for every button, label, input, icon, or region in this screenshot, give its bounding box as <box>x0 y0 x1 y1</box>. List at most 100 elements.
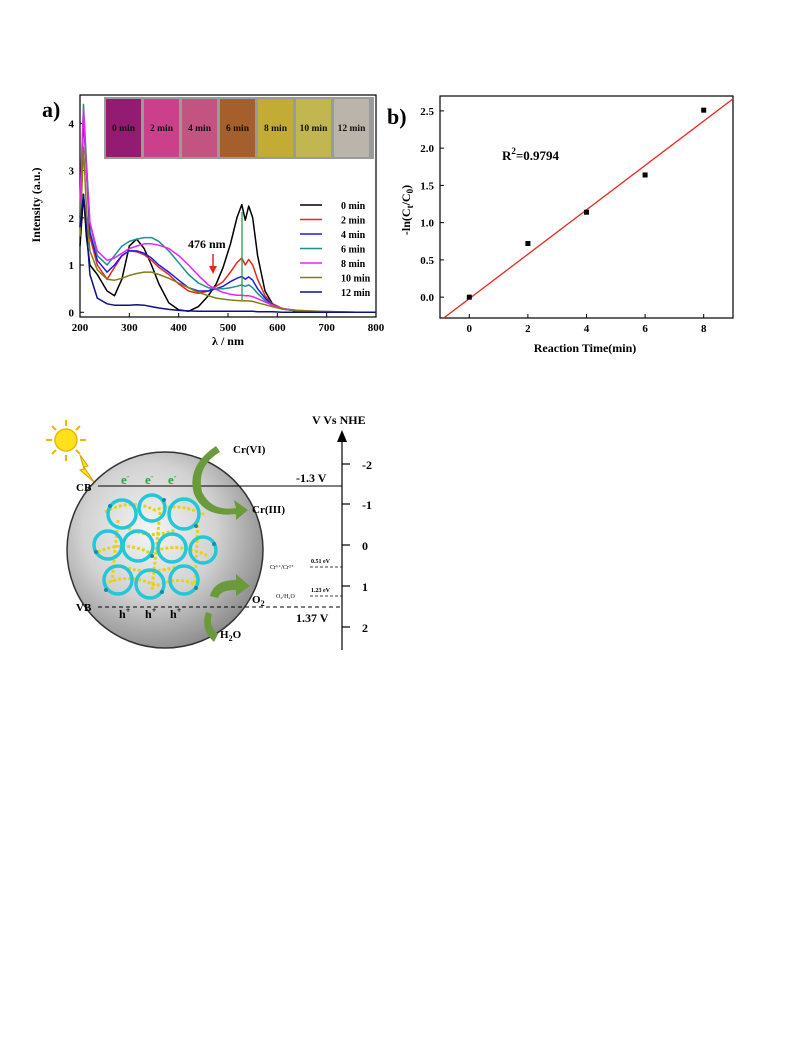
lightning-icon <box>78 454 95 483</box>
redox1-label: Cr⁶⁺/Cr³⁺ <box>270 564 294 571</box>
svg-text:e-: e- <box>145 472 154 487</box>
potential-tick-label: -1 <box>362 498 372 512</box>
fit-line <box>443 98 734 319</box>
cr3-label: Cr(III) <box>252 504 285 516</box>
cb-label: CB <box>76 482 92 494</box>
x-axis-title: λ / nm <box>212 334 244 348</box>
x-tick-label: 600 <box>269 322 286 334</box>
swatch-label: 8 min <box>264 124 288 134</box>
y-tick-label: 1.5 <box>420 180 434 192</box>
y-axis-title: -ln(Ct/C0) <box>399 185 415 235</box>
swatch-vial <box>296 99 331 157</box>
legend-label: 0 min <box>341 201 366 212</box>
swatch-label: 6 min <box>226 124 250 134</box>
x-tick-label: 6 <box>642 323 648 335</box>
y-tick-label: 2.5 <box>420 106 434 118</box>
series-line-6 <box>79 193 376 314</box>
uv-vis-spectra-chart: 200 300 400 500 600 700 800 0 1 2 3 4 Intensity (a.… <box>29 94 385 348</box>
potential-tick-label: 0 <box>362 539 368 553</box>
data-points <box>466 107 707 300</box>
swatch-vial <box>334 99 369 157</box>
panel-a: a) 200 300 400 500 600 700 800 0 1 2 3 4 Intensity … <box>29 94 385 348</box>
data-point <box>466 294 472 300</box>
annotation-arrowhead <box>209 266 217 274</box>
framework-structure-icon <box>92 493 218 600</box>
axis-arrow-icon <box>337 430 347 442</box>
h2o-label: H2O <box>220 629 242 643</box>
swatch-label: 10 min <box>300 124 328 134</box>
legend-label: 2 min <box>341 216 366 227</box>
potential-tick-label: 2 <box>362 621 368 635</box>
panel-b: b) 0 2 4 6 8 0.0 0.5 1.0 1.5 2.0 2.5 R2=0.9794 -ln… <box>387 95 734 355</box>
swatch-vial <box>106 99 141 157</box>
y-tick-label: 3 <box>69 166 75 178</box>
electrons: e- e- e- <box>121 472 177 487</box>
r-squared-label: R2=0.9794 <box>502 146 560 163</box>
x-axis-title: Reaction Time(min) <box>534 341 637 355</box>
series-line-4 <box>79 108 376 314</box>
series-line-5 <box>79 146 376 314</box>
wavelength-annotation: 476 nm <box>188 237 226 251</box>
y-tick-label: 1 <box>69 260 75 272</box>
legend-label: 12 min <box>341 288 371 299</box>
y-axis-title: Intensity (a.u.) <box>29 167 43 242</box>
redox1-value: 0.51 eV <box>311 559 331 565</box>
swatch-vial <box>182 99 217 157</box>
svg-text:h+: h+ <box>145 606 157 621</box>
vb-potential-label: 1.37 V <box>296 611 329 625</box>
redox2-value: 1.23 eV <box>311 588 331 594</box>
x-tick-label: 500 <box>220 322 237 334</box>
x-tick-label: 8 <box>701 323 707 335</box>
o2-label: O2 <box>252 594 265 608</box>
svg-text:h+: h+ <box>170 606 182 621</box>
potential-tick-label: -2 <box>362 458 372 472</box>
redox2-label: O₂/H₂O <box>276 594 296 600</box>
legend-label: 10 min <box>341 274 371 285</box>
x-tick-label: 300 <box>121 322 138 334</box>
data-point <box>525 241 531 247</box>
holes: h+ h+ h+ <box>119 606 182 621</box>
x-tick-label: 400 <box>170 322 187 334</box>
plot-frame <box>439 95 734 319</box>
x-tick-label: 0 <box>467 323 473 335</box>
legend-label: 6 min <box>341 245 366 256</box>
y-tick-label: 2 <box>69 213 75 225</box>
svg-text:e-: e- <box>121 472 130 487</box>
y-tick-label: 1.0 <box>420 218 434 230</box>
swatch-label: 4 min <box>188 124 212 134</box>
x-tick-label: 2 <box>525 323 531 335</box>
cr6-label: Cr(VI) <box>233 444 266 456</box>
panel-b-label: b) <box>387 104 407 129</box>
potential-axis-title: V Vs NHE <box>312 413 366 427</box>
mechanism-scheme: CB VB e- e- e- h+ h+ h+ Cr(VI) Cr(III) O… <box>46 413 372 650</box>
color-swatch-strip: 0 min 2 min 4 min 6 min 8 min 10 min 12 min <box>104 97 374 159</box>
swatch-vial <box>258 99 293 157</box>
data-point <box>642 172 648 178</box>
x-tick-label: 800 <box>368 322 385 334</box>
cb-potential-label: -1.3 V <box>296 471 327 485</box>
y-tick-label: 4 <box>69 118 75 130</box>
y-tick-label: 0.0 <box>420 292 434 304</box>
vb-label: VB <box>76 602 92 614</box>
swatch-label: 0 min <box>112 124 136 134</box>
oxidation-arrow-icon <box>204 574 250 642</box>
swatch-label: 12 min <box>338 124 366 134</box>
linear-fit-line <box>443 98 734 319</box>
potential-ticks: -2 -1 0 1 2 <box>342 458 372 635</box>
x-tick-label: 700 <box>318 322 335 334</box>
swatch-label: 2 min <box>150 124 174 134</box>
legend-label: 8 min <box>341 259 366 270</box>
svg-text:e-: e- <box>168 472 177 487</box>
svg-text:h+: h+ <box>119 606 131 621</box>
y-tick-label: 0 <box>69 307 75 319</box>
x-tick-label: 4 <box>584 323 590 335</box>
potential-tick-label: 1 <box>362 580 368 594</box>
y-tick-label: 0.5 <box>420 255 434 267</box>
axis-ticks: 0 2 4 6 8 0.0 0.5 1.0 1.5 2.0 2.5 <box>420 106 707 335</box>
y-tick-label: 2.0 <box>420 143 434 155</box>
data-point <box>584 209 589 215</box>
panel-a-label: a) <box>42 97 60 122</box>
legend: 0 min 2 min 4 min 6 min 8 min 10 min 12 min <box>300 201 371 299</box>
spectra-lines <box>79 103 376 314</box>
